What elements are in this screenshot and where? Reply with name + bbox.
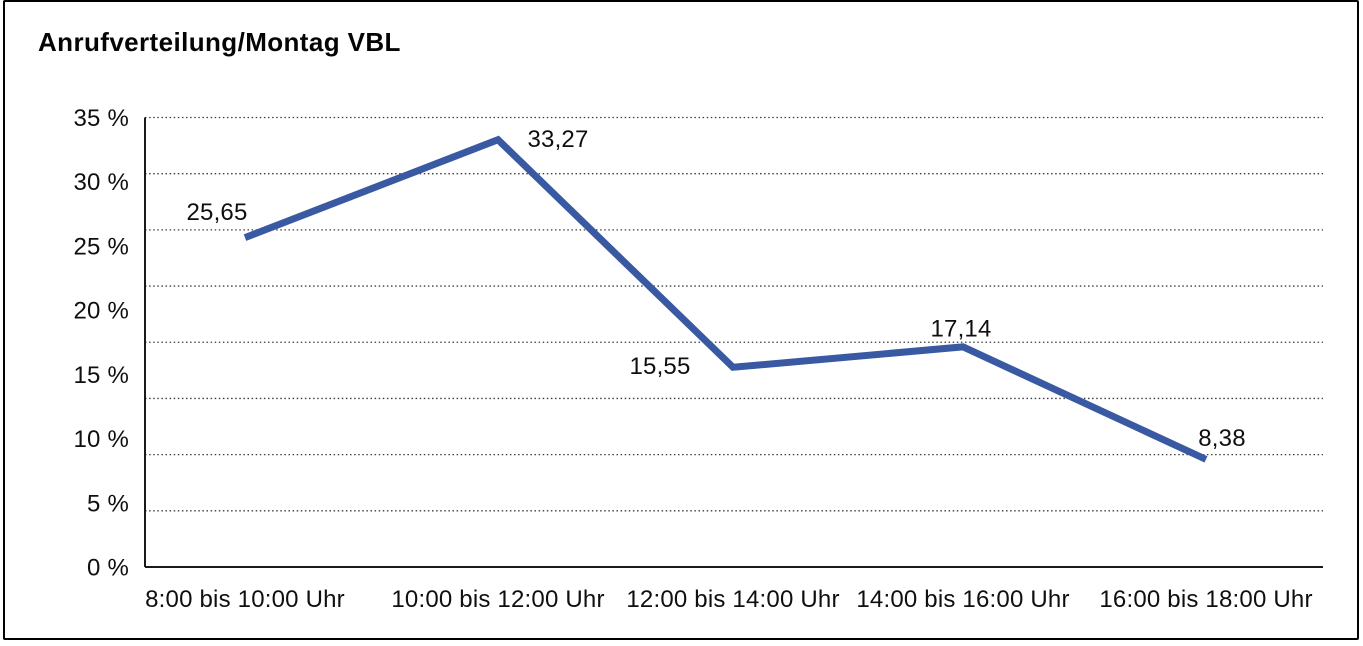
chart-title: Anrufverteilung/Montag VBL bbox=[38, 27, 401, 57]
data-point-label: 25,65 bbox=[186, 199, 247, 226]
y-tick-label: 15 % bbox=[73, 362, 129, 389]
y-tick-label: 25 % bbox=[73, 233, 129, 260]
data-point-label: 15,55 bbox=[629, 353, 690, 380]
x-tick-label: 10:00 bis 12:00 Uhr bbox=[391, 586, 604, 613]
data-point-label: 8,38 bbox=[1198, 425, 1246, 452]
y-tick-label: 20 % bbox=[73, 298, 129, 325]
y-tick-label: 30 % bbox=[73, 169, 129, 196]
data-point-label: 33,27 bbox=[527, 126, 588, 153]
series-line bbox=[243, 135, 1208, 463]
y-tick-label: 35 % bbox=[73, 105, 129, 132]
y-tick-label: 0 % bbox=[87, 555, 129, 582]
y-tick-label: 5 % bbox=[87, 490, 129, 517]
data-point-label: 17,14 bbox=[930, 315, 991, 342]
x-tick-label: 12:00 bis 14:00 Uhr bbox=[626, 586, 839, 613]
x-tick-label: 8:00 bis 10:00 Uhr bbox=[145, 586, 345, 613]
x-tick-label: 16:00 bis 18:00 Uhr bbox=[1099, 586, 1312, 613]
y-tick-label: 10 % bbox=[73, 426, 129, 453]
x-tick-label: 14:00 bis 16:00 Uhr bbox=[856, 586, 1069, 613]
